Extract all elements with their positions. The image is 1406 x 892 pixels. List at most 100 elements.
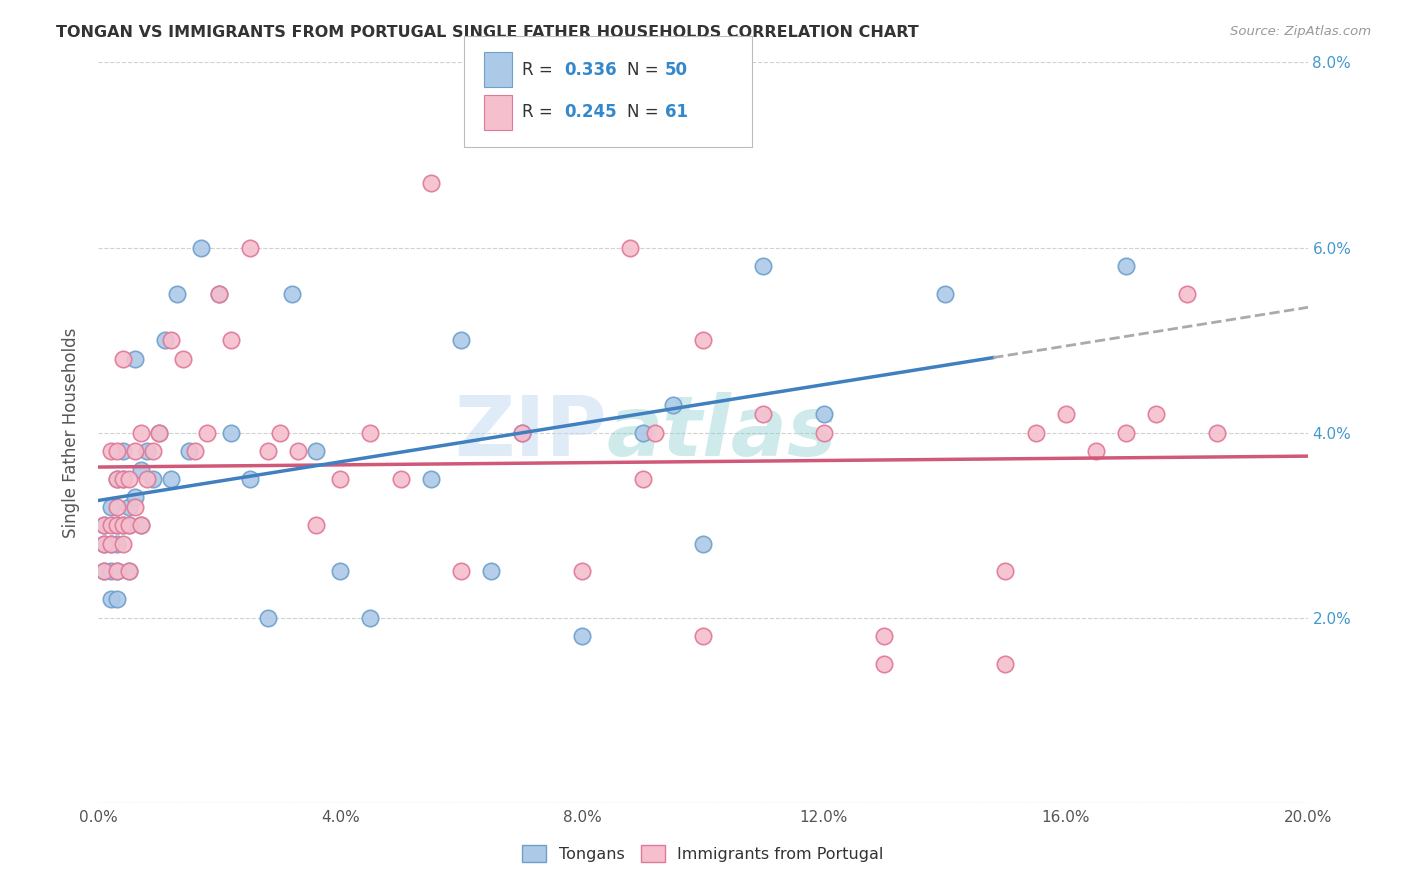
Point bbox=[93, 536, 115, 550]
Point bbox=[305, 518, 328, 533]
Point bbox=[105, 565, 128, 579]
Point bbox=[287, 444, 309, 458]
Point bbox=[571, 629, 593, 643]
Point bbox=[105, 472, 128, 486]
Point bbox=[105, 592, 128, 607]
Text: TONGAN VS IMMIGRANTS FROM PORTUGAL SINGLE FATHER HOUSEHOLDS CORRELATION CHART: TONGAN VS IMMIGRANTS FROM PORTUGAL SINGL… bbox=[56, 25, 920, 40]
Text: 50: 50 bbox=[665, 61, 688, 78]
Point bbox=[420, 176, 443, 190]
Point bbox=[124, 491, 146, 505]
Point bbox=[100, 536, 122, 550]
Point bbox=[256, 444, 278, 458]
Point bbox=[111, 444, 134, 458]
Point bbox=[124, 351, 146, 366]
Point bbox=[111, 472, 134, 486]
Point bbox=[129, 518, 152, 533]
Point bbox=[166, 286, 188, 301]
Point bbox=[1115, 425, 1137, 440]
Point bbox=[93, 518, 115, 533]
Point bbox=[571, 565, 593, 579]
Point bbox=[142, 472, 165, 486]
Point bbox=[142, 444, 165, 458]
Point bbox=[93, 565, 115, 579]
Point bbox=[195, 425, 218, 440]
Point bbox=[111, 518, 134, 533]
Point bbox=[1206, 425, 1229, 440]
Point bbox=[692, 536, 714, 550]
Point bbox=[1175, 286, 1198, 301]
Point bbox=[256, 610, 278, 624]
Point bbox=[111, 518, 134, 533]
Point bbox=[124, 444, 146, 458]
Point bbox=[208, 286, 231, 301]
Point bbox=[619, 240, 641, 255]
Point bbox=[148, 425, 170, 440]
Point bbox=[269, 425, 291, 440]
Point bbox=[100, 518, 122, 533]
Point bbox=[631, 472, 654, 486]
Text: atlas: atlas bbox=[606, 392, 837, 473]
Point bbox=[105, 536, 128, 550]
Point bbox=[389, 472, 412, 486]
Point bbox=[360, 425, 382, 440]
Point bbox=[873, 657, 896, 671]
Y-axis label: Single Father Households: Single Father Households bbox=[62, 327, 80, 538]
Point bbox=[111, 536, 134, 550]
Point bbox=[105, 518, 128, 533]
Point bbox=[118, 518, 141, 533]
Point bbox=[93, 518, 115, 533]
Point bbox=[129, 518, 152, 533]
Point bbox=[118, 500, 141, 514]
Point bbox=[124, 500, 146, 514]
Point bbox=[160, 472, 183, 486]
Point bbox=[190, 240, 212, 255]
Point bbox=[100, 592, 122, 607]
Point bbox=[105, 500, 128, 514]
Point bbox=[105, 518, 128, 533]
Point bbox=[184, 444, 207, 458]
Text: 61: 61 bbox=[665, 103, 688, 121]
Point bbox=[994, 657, 1017, 671]
Point bbox=[153, 333, 176, 347]
Point bbox=[118, 518, 141, 533]
Point bbox=[129, 425, 152, 440]
Point bbox=[135, 444, 157, 458]
Point bbox=[420, 472, 443, 486]
Point bbox=[1085, 444, 1108, 458]
Point bbox=[631, 425, 654, 440]
Point bbox=[360, 610, 382, 624]
Point bbox=[118, 472, 141, 486]
Point bbox=[100, 500, 122, 514]
Point bbox=[172, 351, 194, 366]
Point bbox=[160, 333, 183, 347]
Point bbox=[661, 398, 683, 412]
Point bbox=[93, 565, 115, 579]
Point bbox=[329, 565, 352, 579]
Point bbox=[1024, 425, 1046, 440]
Point bbox=[644, 425, 666, 440]
Point bbox=[118, 565, 141, 579]
Text: R =: R = bbox=[522, 103, 558, 121]
Point bbox=[305, 444, 328, 458]
Point bbox=[1054, 407, 1077, 421]
Point bbox=[1144, 407, 1167, 421]
Point bbox=[179, 444, 201, 458]
Point bbox=[105, 444, 128, 458]
Point bbox=[239, 472, 262, 486]
Point bbox=[239, 240, 262, 255]
Point bbox=[934, 286, 956, 301]
Point bbox=[1115, 259, 1137, 273]
Point bbox=[450, 565, 472, 579]
Point bbox=[281, 286, 304, 301]
Point bbox=[118, 565, 141, 579]
Point bbox=[100, 536, 122, 550]
Point bbox=[873, 629, 896, 643]
Point bbox=[692, 333, 714, 347]
Point bbox=[111, 351, 134, 366]
Point bbox=[208, 286, 231, 301]
Legend: Tongans, Immigrants from Portugal: Tongans, Immigrants from Portugal bbox=[516, 838, 890, 869]
Point bbox=[329, 472, 352, 486]
Text: 0.336: 0.336 bbox=[564, 61, 616, 78]
Point bbox=[481, 565, 503, 579]
Point bbox=[221, 425, 243, 440]
